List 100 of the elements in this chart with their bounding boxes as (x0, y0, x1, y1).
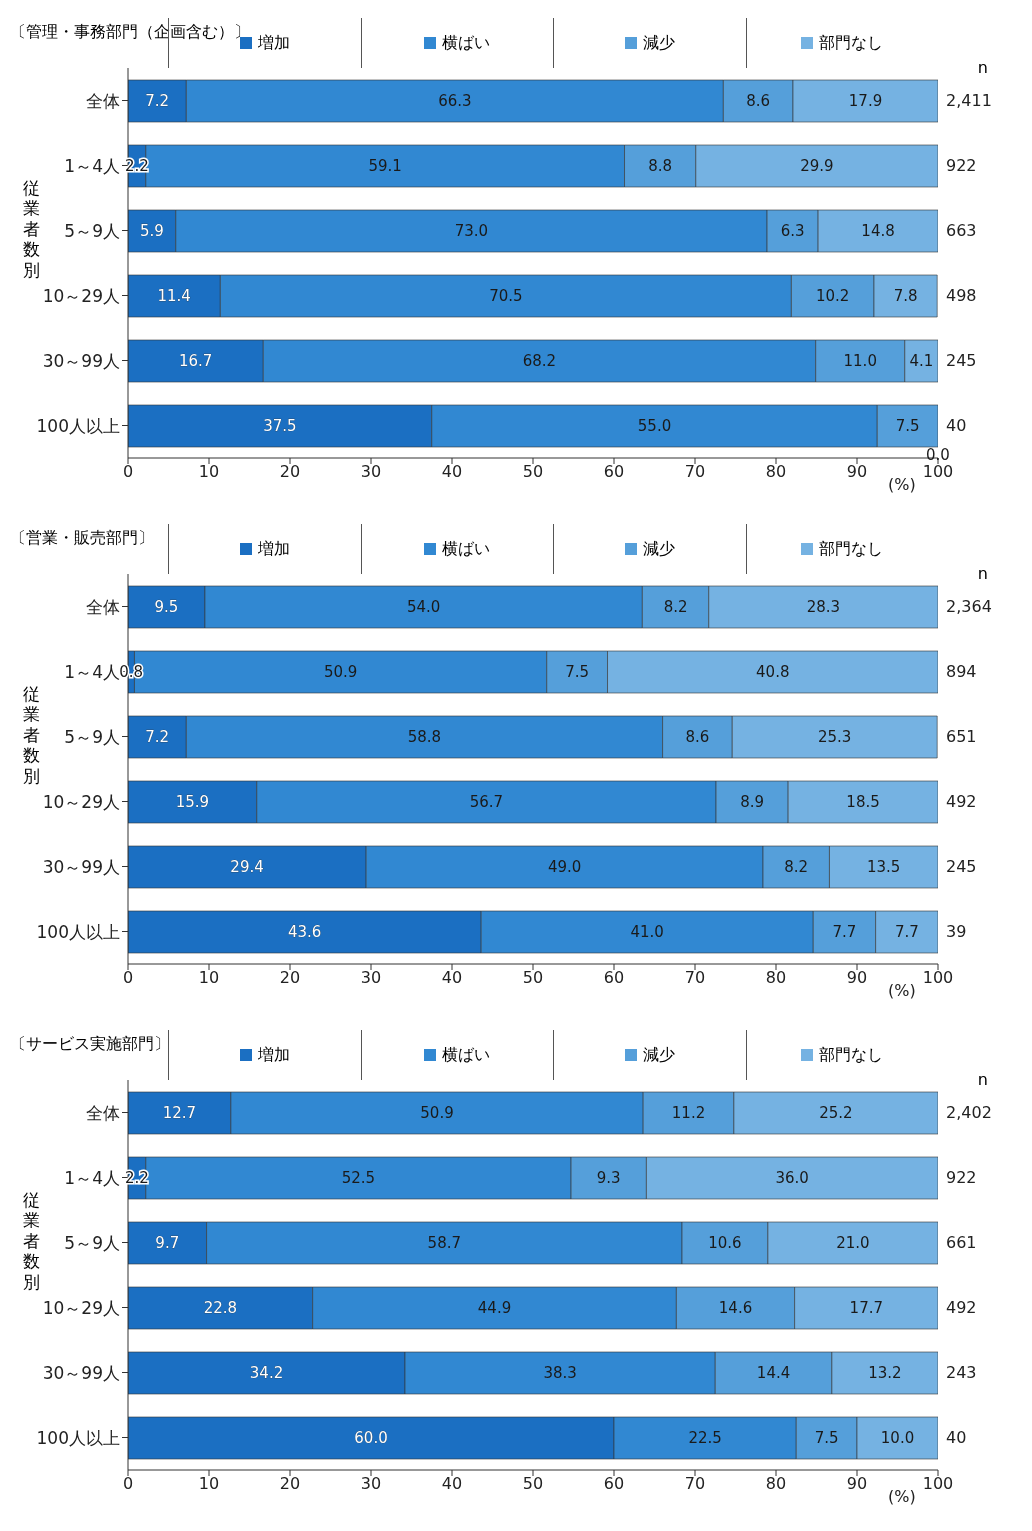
data-label: 7.7 (832, 923, 857, 941)
text: n (977, 564, 988, 583)
data-label: 8.2 (784, 858, 809, 876)
chart-title: 〔管理・事務部門（企画含む）〕 (10, 22, 250, 43)
data-label: 52.5 (341, 1169, 376, 1187)
data-label: 56.7 (469, 793, 504, 811)
data-label: 0.0 (926, 446, 950, 465)
data-label: 7.5 (565, 663, 590, 681)
text: 243 (946, 1363, 977, 1383)
y-tick-label: 全体 (86, 1102, 120, 1123)
legend-label: 増加 (257, 1044, 290, 1066)
y-tick-label: 5～9人 (64, 726, 120, 747)
x-tick-label: 100 (922, 462, 954, 482)
data-label: 29.4 (230, 858, 264, 876)
data-label: 8.9 (740, 793, 765, 811)
data-label: 43.6 (287, 923, 322, 941)
data-label: 9.5 (154, 598, 179, 616)
legend-label: 横ばい (442, 1044, 491, 1066)
data-label: 58.8 (407, 728, 442, 746)
data-label: 14.6 (718, 1299, 753, 1317)
data-label: 29.9 (800, 157, 834, 175)
data-label: 11.2 (671, 1104, 706, 1122)
series-label: 横ばい (442, 32, 491, 54)
data-label: 17.7 (849, 1299, 884, 1317)
text: n (977, 1070, 988, 1089)
text: 40 (946, 416, 967, 436)
x-tick-label: 60 (603, 462, 625, 482)
y-tick-label: 5～9人 (64, 220, 120, 241)
x-tick-label: 80 (765, 1474, 787, 1494)
x-tick-label: 90 (846, 1474, 868, 1494)
data-label: 49.0 (547, 858, 582, 876)
data-label: 40.8 (756, 663, 790, 681)
text: 245 (946, 351, 977, 371)
text: 894 (946, 662, 977, 682)
legend-label: 部門なし (819, 32, 884, 54)
x-axis-title: (%) (888, 1486, 916, 1506)
x-tick-label: 80 (765, 968, 787, 988)
data-label: 59.1 (368, 157, 402, 175)
x-tick-label: 70 (684, 462, 706, 482)
data-label: 10.2 (816, 287, 850, 305)
data-label: 70.5 (489, 287, 523, 305)
x-axis-title: (%) (888, 980, 916, 1000)
x-tick-label: 20 (279, 462, 301, 482)
text: 2,402 (946, 1103, 992, 1123)
y-tick-label: 10～29人 (42, 285, 120, 306)
x-tick-label: 60 (603, 968, 625, 988)
x-tick-label: 20 (279, 1474, 301, 1494)
data-label: 11.0 (843, 352, 877, 370)
text: 2,364 (946, 597, 992, 617)
data-label: 7.8 (893, 287, 918, 305)
data-label: 9.3 (596, 1169, 621, 1187)
y-axis-title: 従業者数別 (22, 178, 41, 280)
data-label: 13.2 (868, 1364, 902, 1382)
text: 492 (946, 1298, 977, 1318)
data-label: 18.5 (846, 793, 880, 811)
data-label: 60.0 (354, 1429, 388, 1447)
data-label: 21.0 (836, 1234, 870, 1252)
data-label: 8.2 (663, 598, 688, 616)
data-label: 8.6 (746, 92, 771, 110)
x-tick-label: 40 (441, 968, 463, 988)
x-tick-label: 10 (198, 968, 220, 988)
text: 651 (946, 727, 977, 747)
data-label: 16.7 (178, 352, 213, 370)
data-label: 9.7 (155, 1234, 180, 1252)
x-tick-label: 50 (522, 1474, 544, 1494)
x-tick-label: 40 (441, 1474, 463, 1494)
text: 922 (946, 156, 977, 176)
y-tick-label: 10～29人 (42, 1297, 120, 1318)
x-tick-label: 100 (922, 968, 954, 988)
data-label: 38.3 (543, 1364, 577, 1382)
data-label: 22.5 (688, 1429, 722, 1447)
chart-title: 〔サービス実施部門〕 (10, 1034, 170, 1055)
text: n (977, 58, 988, 77)
data-label: 34.2 (249, 1364, 284, 1382)
y-tick-label: 全体 (86, 90, 120, 111)
x-axis-title: (%) (888, 474, 916, 494)
text: 40 (946, 1428, 967, 1448)
y-tick-label: 1～4人 (64, 661, 120, 682)
y-tick-label: 100人以上 (36, 921, 120, 942)
y-tick-label: 5～9人 (64, 1232, 120, 1253)
data-label: 5.9 (139, 222, 164, 240)
data-label: 73.0 (454, 222, 489, 240)
y-tick-label: 1～4人 (64, 1167, 120, 1188)
data-label: 58.7 (427, 1234, 462, 1252)
x-tick-label: 0 (122, 1474, 134, 1494)
data-label: 36.0 (775, 1169, 809, 1187)
data-label: 25.3 (818, 728, 852, 746)
x-tick-label: 30 (360, 1474, 382, 1494)
data-label: 41.0 (630, 923, 664, 941)
y-axis-title: 従業者数別 (22, 1190, 41, 1292)
legend-label: 横ばい (442, 538, 491, 560)
legend-label: 増加 (257, 538, 290, 560)
x-tick-label: 10 (198, 462, 220, 482)
y-tick-label: 1～4人 (64, 155, 120, 176)
x-tick-label: 10 (198, 1474, 220, 1494)
chart-title: 〔営業・販売部門〕 (10, 528, 154, 549)
text: 498 (946, 286, 977, 306)
data-label: 7.7 (894, 923, 919, 941)
data-label: 4.1 (909, 352, 934, 370)
data-label: 12.7 (162, 1104, 197, 1122)
